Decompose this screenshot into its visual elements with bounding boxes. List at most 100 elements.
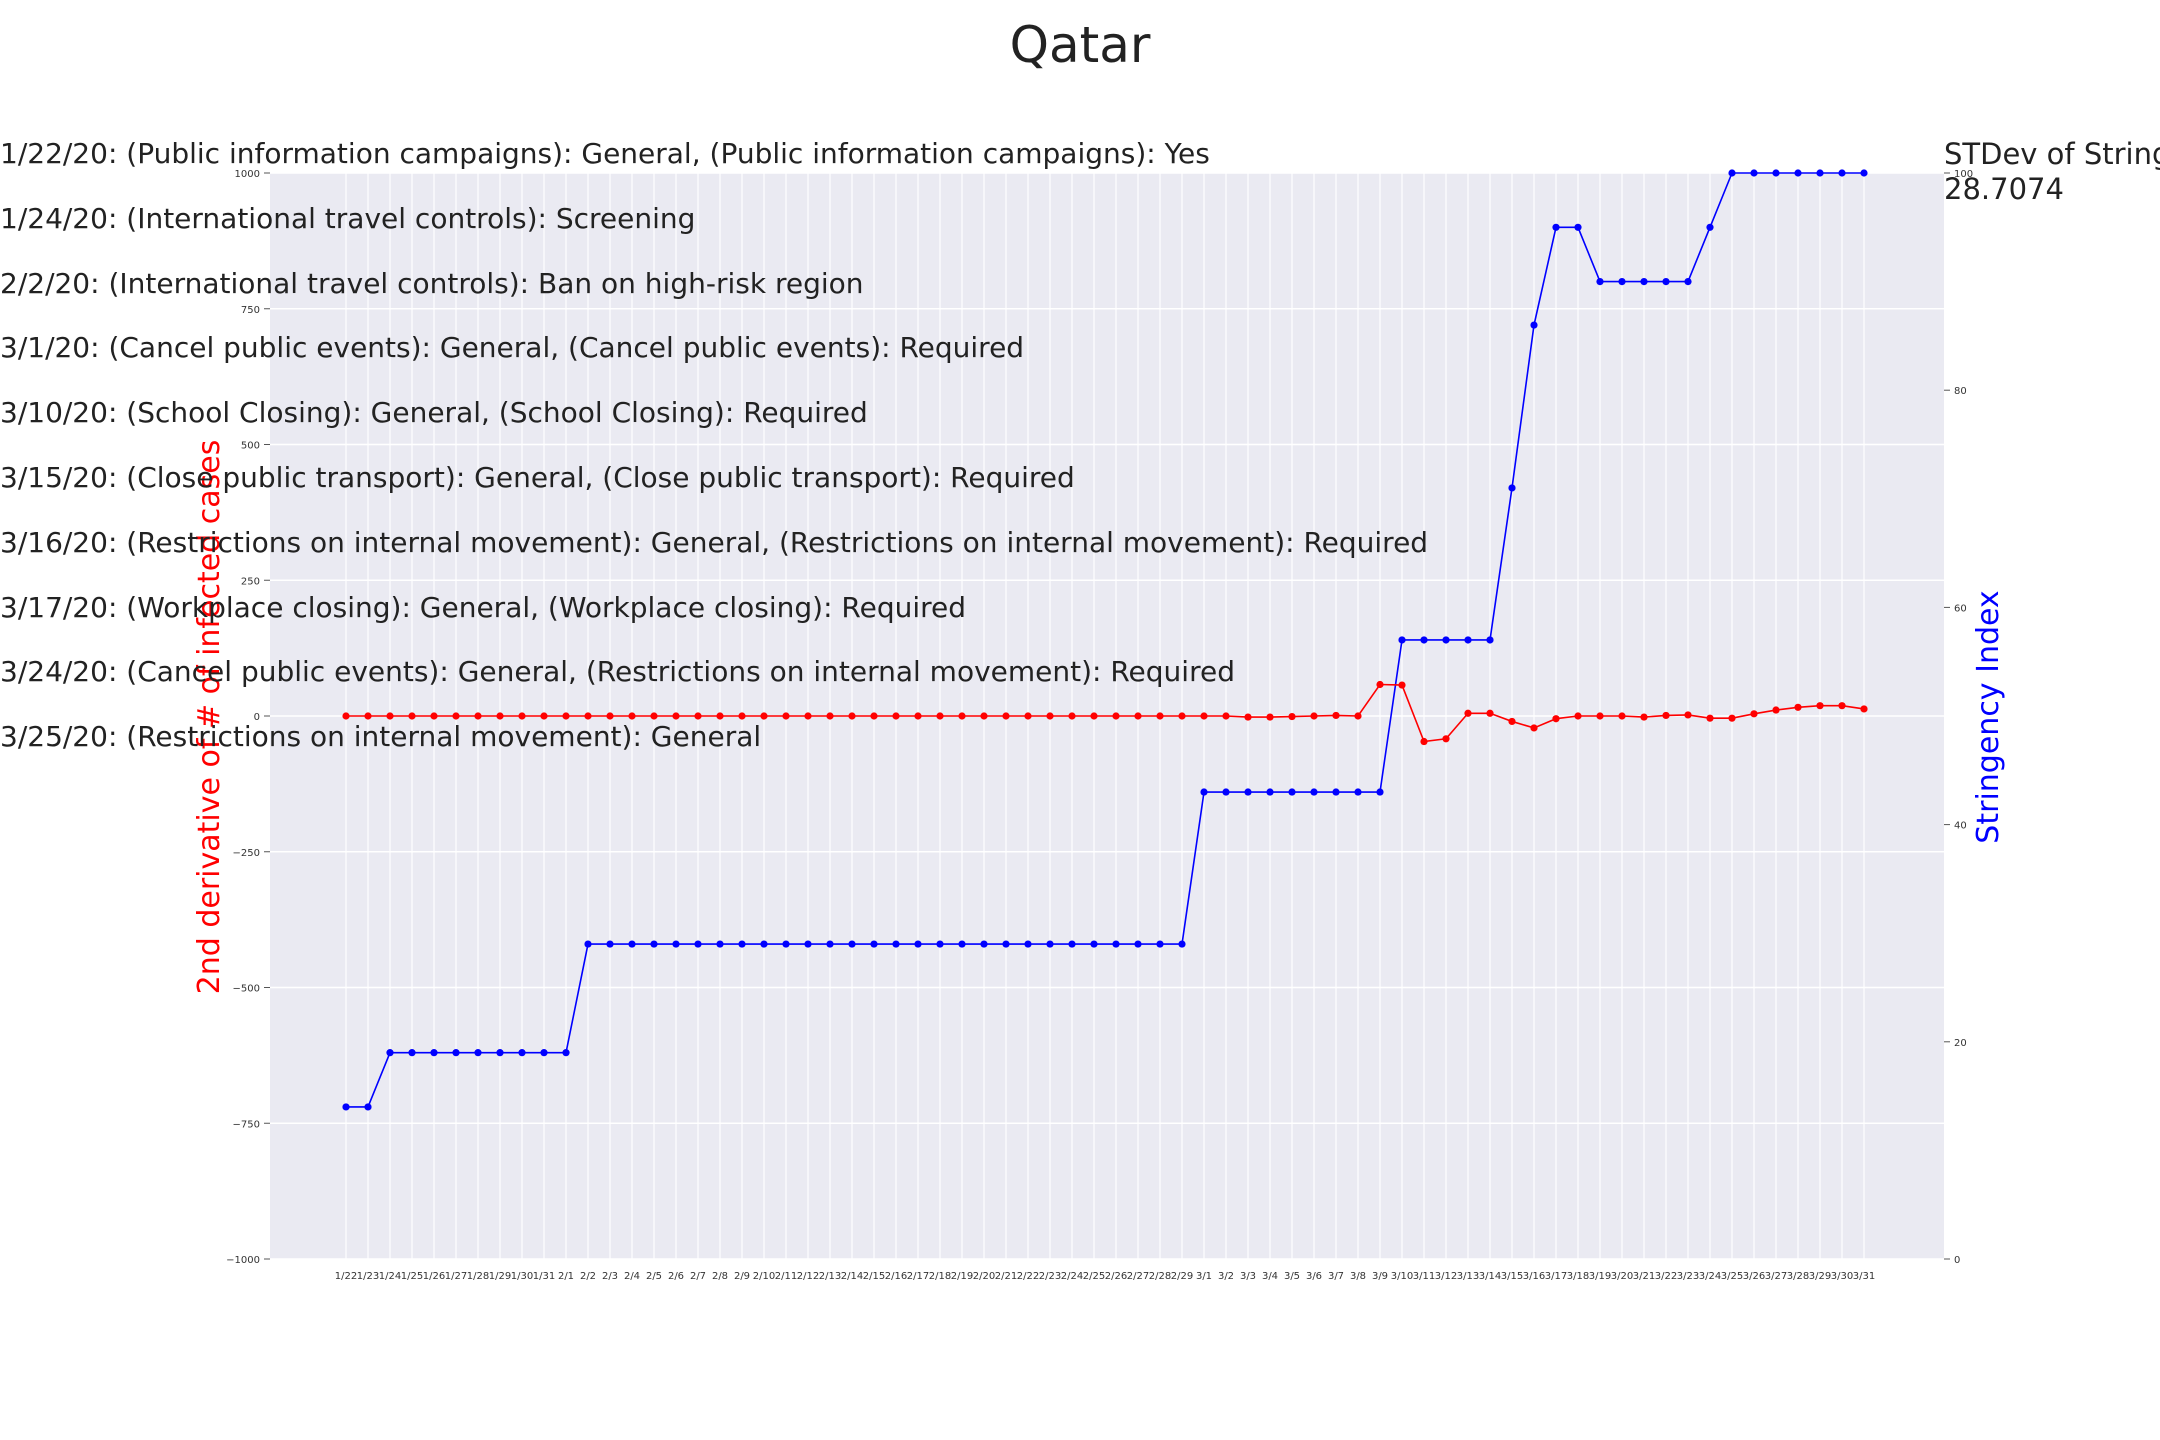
derivative-point <box>1552 715 1560 723</box>
x-tick-label: 3/26 <box>1743 1271 1765 1282</box>
chart-title: Qatar <box>1010 16 1151 74</box>
stringency-point <box>1332 788 1340 796</box>
derivative-point <box>870 712 878 720</box>
x-tick-label: 3/28 <box>1787 1271 1809 1282</box>
derivative-point <box>1288 712 1296 721</box>
y-tick-label-left: 250 <box>241 576 260 587</box>
stringency-point <box>1310 788 1318 796</box>
derivative-point <box>672 712 680 720</box>
derivative-point <box>804 712 812 720</box>
stringency-point <box>826 940 834 948</box>
derivative-point <box>1640 713 1648 721</box>
stringency-point <box>1684 278 1692 286</box>
derivative-point <box>1816 702 1824 710</box>
policy-annotation: 3/17/20: (Workplace closing): General, (… <box>0 591 967 624</box>
derivative-point <box>1024 712 1032 720</box>
derivative-point <box>518 712 526 720</box>
derivative-point <box>1838 702 1846 710</box>
x-tick-label: 3/7 <box>1328 1271 1344 1282</box>
stringency-point <box>1860 169 1868 177</box>
derivative-point <box>1068 712 1076 720</box>
stringency-point <box>518 1049 526 1057</box>
derivative-point <box>892 712 900 720</box>
stringency-point <box>870 940 878 948</box>
stringency-point <box>628 940 636 948</box>
derivative-point <box>1596 712 1604 720</box>
derivative-point <box>1046 712 1054 720</box>
x-axis: 1/22 1/23 1/24 1/25 1/26 1/27 1/28 1/29 1/30 1/31… <box>335 1271 1875 1282</box>
stringency-point <box>386 1049 394 1057</box>
x-tick-label: 1/26 <box>423 1271 445 1282</box>
derivative-point <box>474 712 482 720</box>
derivative-point <box>1860 705 1868 713</box>
y-axis-label-right: Stringency Index <box>1971 590 2006 843</box>
x-tick-label: 3/17 <box>1545 1271 1567 1282</box>
x-tick-label: 2/9 <box>734 1271 750 1282</box>
stringency-point <box>1156 940 1164 948</box>
derivative-point <box>1684 711 1692 719</box>
x-tick-label: 2/11 <box>775 1271 797 1282</box>
y-tick-label-left: 500 <box>241 441 260 452</box>
stringency-point <box>980 940 988 948</box>
x-tick-label: 2/15 <box>863 1271 885 1282</box>
x-tick-label: 3/5 <box>1284 1271 1300 1282</box>
derivative-point <box>1574 712 1582 720</box>
y-tick-label-right: 20 <box>1954 1038 1967 1049</box>
y-tick-label-left: 1000 <box>235 169 260 180</box>
x-tick-label: 2/26 <box>1105 1271 1127 1282</box>
stringency-point <box>716 940 724 948</box>
stringency-point <box>694 940 702 948</box>
x-tick-label: 3/23 <box>1677 1271 1699 1282</box>
derivative-point <box>760 712 768 720</box>
derivative-point <box>1728 714 1736 722</box>
stringency-point <box>936 940 944 948</box>
derivative-point <box>1486 709 1494 717</box>
derivative-point <box>716 712 724 720</box>
x-tick-label: 3/15 <box>1501 1271 1523 1282</box>
y-tick-label-right: 100 <box>1954 169 1973 180</box>
derivative-point <box>1750 710 1758 718</box>
stringency-point <box>364 1103 372 1111</box>
derivative-point <box>408 712 416 720</box>
y-tick-label-right: 60 <box>1954 603 1967 614</box>
x-tick-label: 2/5 <box>646 1271 662 1282</box>
y-tick-label-left: −1000 <box>226 1255 260 1266</box>
stringency-point <box>1640 278 1648 286</box>
derivative-point <box>452 712 460 720</box>
stringency-point <box>760 940 768 948</box>
derivative-point <box>1156 712 1164 720</box>
y-tick-label-left: −750 <box>233 1119 260 1130</box>
x-tick-label: 2/28 <box>1149 1271 1171 1282</box>
x-tick-label: 3/31 <box>1853 1271 1875 1282</box>
stringency-point <box>540 1049 548 1057</box>
x-tick-label: 2/21 <box>995 1271 1017 1282</box>
derivative-point <box>628 712 636 720</box>
x-tick-label: 2/7 <box>690 1271 706 1282</box>
x-tick-label: 2/19 <box>951 1271 973 1282</box>
stringency-point <box>1574 223 1582 231</box>
x-tick-label: 3/10 <box>1391 1271 1413 1282</box>
x-tick-label: 3/8 <box>1350 1271 1366 1282</box>
stringency-point <box>1244 788 1252 796</box>
x-tick-label: 1/28 <box>467 1271 489 1282</box>
x-tick-label: 2/22 <box>1017 1271 1039 1282</box>
x-tick-label: 2/20 <box>973 1271 995 1282</box>
stringency-point <box>782 940 790 948</box>
x-tick-label: 3/1 <box>1196 1271 1212 1282</box>
derivative-point <box>1266 713 1274 721</box>
x-tick-label: 3/3 <box>1240 1271 1256 1282</box>
stringency-point <box>1398 636 1406 644</box>
y-tick-label-right: 0 <box>1954 1255 1960 1266</box>
derivative-point <box>650 712 658 720</box>
x-tick-label: 3/14 <box>1479 1271 1501 1282</box>
x-tick-label: 2/4 <box>624 1271 640 1282</box>
x-tick-label: 2/6 <box>668 1271 684 1282</box>
stringency-point <box>1728 169 1736 177</box>
derivative-point <box>848 712 856 720</box>
policy-annotation: 1/24/20: (International travel controls)… <box>0 202 696 235</box>
derivative-point <box>1134 712 1142 720</box>
left-axis: 1000 750 500 250 0 −250 −500 −750 −1000 <box>226 169 270 1266</box>
stringency-point <box>1838 169 1846 177</box>
x-tick-label: 2/29 <box>1171 1271 1193 1282</box>
derivative-point <box>386 712 394 720</box>
